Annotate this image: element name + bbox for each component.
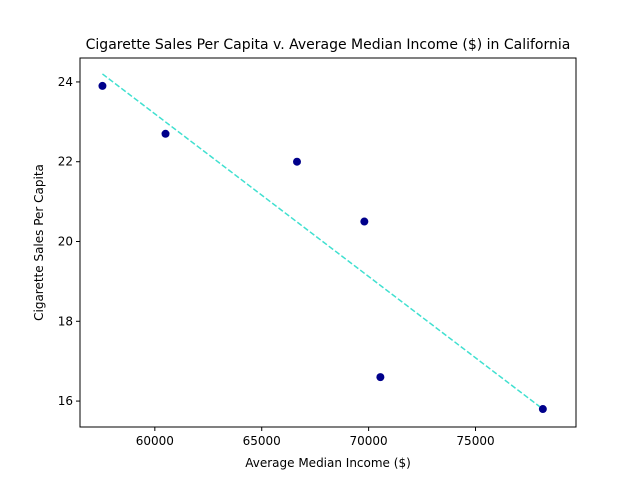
x-tick-label: 65000 (243, 434, 281, 448)
y-tick-label: 18 (58, 314, 73, 328)
data-point (360, 217, 369, 226)
x-tick-label: 70000 (350, 434, 388, 448)
y-tick-label: 22 (58, 155, 73, 169)
y-tick-label: 24 (58, 75, 73, 89)
x-tick-label: 60000 (136, 434, 174, 448)
axes-frame (79, 57, 577, 428)
trendline-layer (101, 73, 544, 410)
data-points-layer (98, 81, 547, 414)
y-tick-label: 16 (58, 394, 73, 408)
y-axis-ticks: 16 18 20 22 24 (58, 75, 80, 408)
trendline (101, 73, 544, 410)
plot-area (79, 57, 577, 428)
y-axis-label: Cigarette Sales Per Capita (32, 164, 46, 321)
x-axis-ticks: 60000 65000 70000 75000 (136, 427, 495, 448)
data-point (293, 157, 301, 166)
data-point (538, 405, 547, 414)
chart-title: Cigarette Sales Per Capita v. Average Me… (86, 37, 571, 53)
data-point (98, 81, 107, 90)
y-tick-label: 20 (58, 235, 73, 249)
x-tick-label: 75000 (456, 434, 494, 448)
data-point (161, 129, 170, 138)
data-point (376, 373, 385, 382)
x-axis-label: Average Median Income ($) (245, 456, 411, 470)
